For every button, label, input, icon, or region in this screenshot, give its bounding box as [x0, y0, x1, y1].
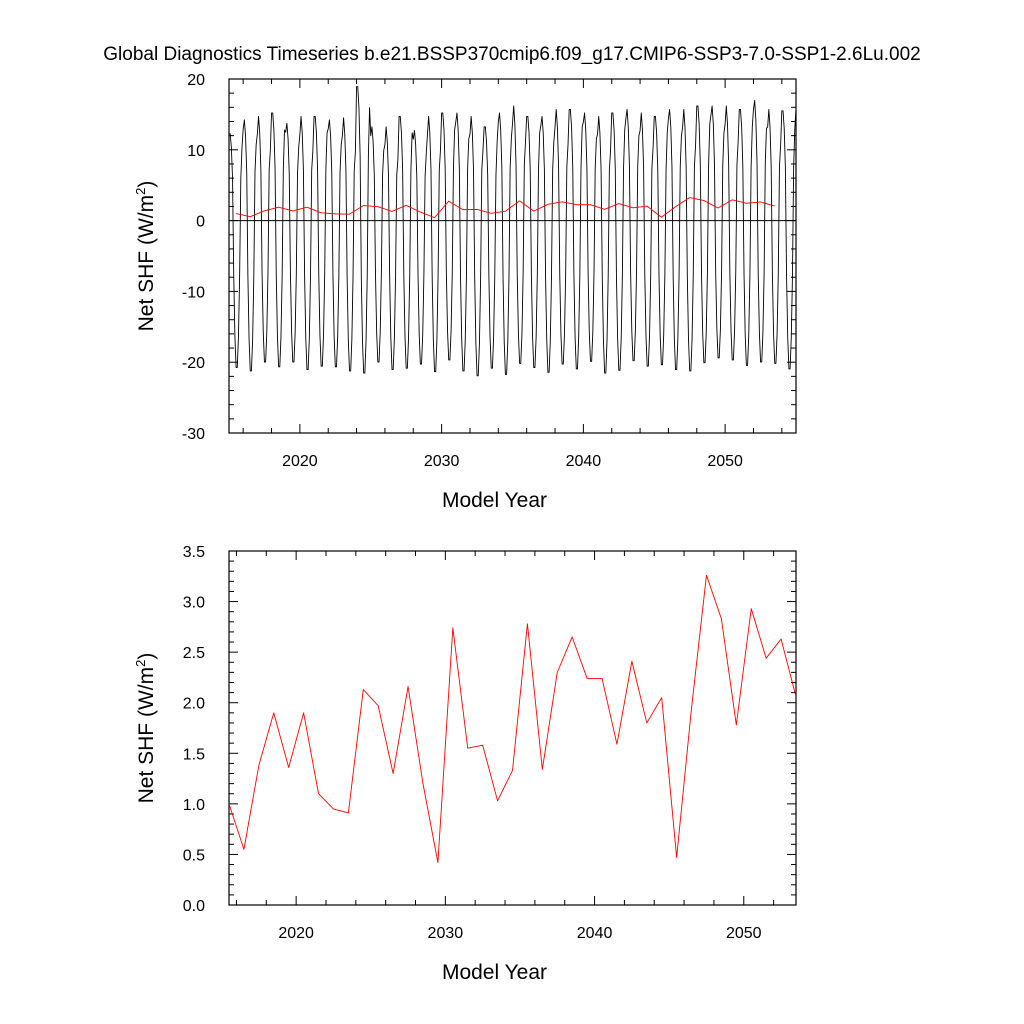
plot-area	[229, 86, 796, 377]
y-tick-label: 0.5	[183, 847, 205, 864]
x-tick-label: 2050	[707, 453, 743, 470]
plot-area	[229, 574, 796, 863]
y-axis-label-close: )	[135, 181, 158, 188]
annual-mean-series-line	[235, 197, 775, 219]
y-tick-label: -30	[182, 426, 205, 443]
y-axis-label: Net SHF (W/m2)	[133, 653, 158, 804]
y-tick-label: -10	[182, 284, 205, 301]
chart-1: 2020 2030 2040 2050 -30 -20 -10 0 10 20 Model Year…	[133, 72, 797, 512]
y-axis-label-close: )	[135, 653, 158, 660]
y-tick-label: 2.5	[183, 645, 205, 662]
x-tick-label: 2040	[577, 925, 613, 942]
x-tick-label: 2020	[278, 925, 314, 942]
annual-mean-series-line	[229, 574, 796, 863]
y-axis-label-superscript: 2	[133, 660, 148, 667]
y-tick-label: 3.5	[183, 544, 205, 561]
x-axis-label: Model Year	[442, 489, 547, 512]
y-tick-label: 1.0	[183, 797, 205, 814]
x-tick-label: 2050	[726, 925, 762, 942]
x-tick-label: 2030	[424, 453, 460, 470]
monthly-series-line	[229, 86, 796, 377]
y-tick-label: 0	[196, 214, 205, 231]
y-tick-label: 20	[187, 72, 205, 89]
y-tick-label: 10	[187, 143, 205, 160]
y-axis-label-superscript: 2	[133, 188, 148, 195]
plot-frame	[228, 78, 797, 434]
chart-2: 2020 2030 2040 2050 0.0 0.5 1.0 1.5 2.0 2.5 3.0 3.5…	[133, 544, 797, 984]
x-tick-label: 2040	[566, 453, 602, 470]
y-tick-label: 0.0	[183, 898, 205, 915]
x-tick-label: 2030	[428, 925, 464, 942]
y-tick-label: 1.5	[183, 746, 205, 763]
y-axis-label: Net SHF (W/m2)	[133, 181, 158, 332]
y-axis-label-text: Net SHF (W/m	[135, 195, 158, 332]
y-tick-label: -20	[182, 355, 205, 372]
x-tick-label: 2020	[282, 453, 318, 470]
figure-title: Global Diagnostics Timeseries b.e21.BSSP…	[103, 44, 921, 65]
y-tick-label: 2.0	[183, 696, 205, 713]
y-axis-label-text: Net SHF (W/m	[135, 667, 158, 804]
plot-frame	[228, 550, 797, 906]
y-tick-label: 3.0	[183, 595, 205, 612]
x-axis-label: Model Year	[442, 961, 547, 984]
